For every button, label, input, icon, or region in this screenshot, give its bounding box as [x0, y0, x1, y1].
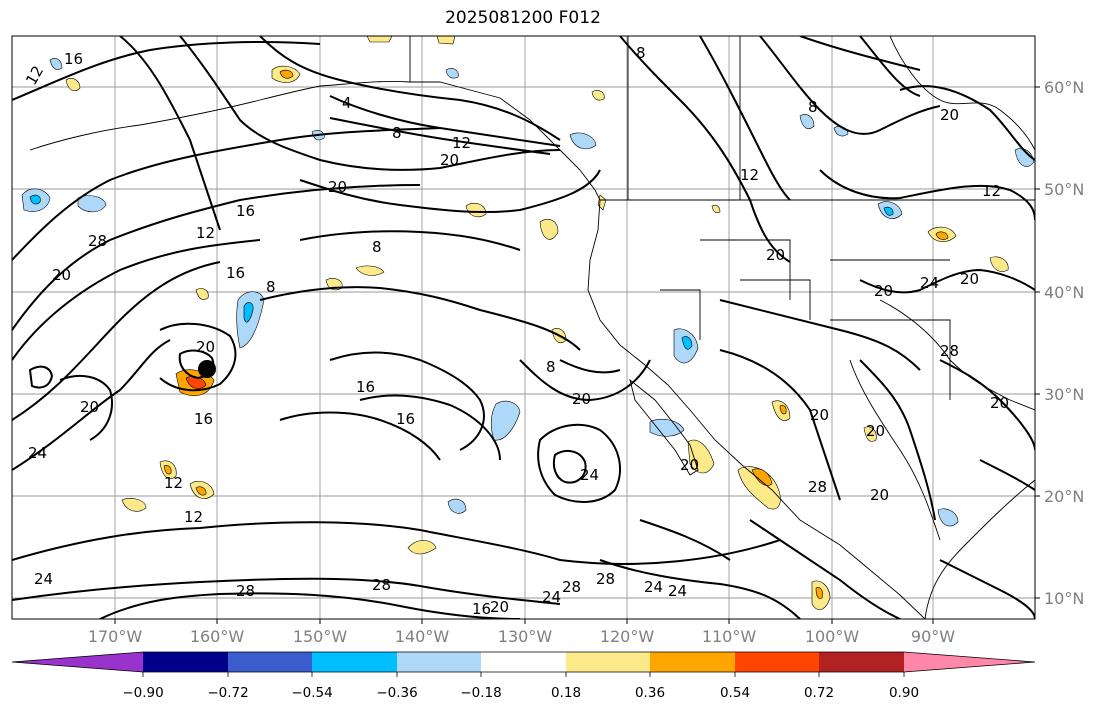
contour-label: 12 — [184, 508, 203, 526]
lat-label: 60°N — [1044, 78, 1084, 97]
contour-label: 20 — [960, 270, 979, 288]
contour-label: 28 — [236, 582, 255, 600]
lon-label: 90°W — [911, 627, 955, 646]
contour-label: 16 — [64, 50, 83, 68]
contour-label: 12 — [982, 182, 1001, 200]
axis-ticks — [114, 86, 1040, 624]
lat-label: 10°N — [1044, 589, 1084, 608]
contour-label: 24 — [668, 582, 687, 600]
contour-label: 12 — [452, 134, 471, 152]
colorbar-bin — [735, 652, 819, 672]
shaded-anomaly-patches — [21, 36, 1035, 610]
lat-label: 20°N — [1044, 487, 1084, 506]
contour-label: 20 — [990, 394, 1009, 412]
colorbar-bin — [481, 652, 566, 672]
contour-label: 16 — [226, 264, 245, 282]
contour-label: 12 — [196, 224, 215, 242]
lon-label: 150°W — [293, 627, 348, 646]
contour-label: 8 — [546, 358, 556, 376]
contour-label: 24 — [542, 588, 561, 606]
contour-label: 24 — [28, 444, 47, 462]
contour-label: 24 — [920, 274, 939, 292]
contour-label: 20 — [940, 106, 959, 124]
colorbar-bin — [228, 652, 312, 672]
contour-label: 20 — [866, 422, 885, 440]
colorbar-tick-label: −0.36 — [376, 685, 417, 701]
contour-label: 16 — [356, 378, 375, 396]
contour-label: 24 — [34, 570, 53, 588]
colorbar-tick-label: 0.72 — [804, 685, 834, 701]
colorbar-bin — [650, 652, 735, 672]
contour-label: 8 — [808, 98, 818, 116]
colorbar-tick-label: −0.90 — [122, 685, 163, 701]
contour-label: 16 — [396, 410, 415, 428]
contour-label: 16 — [472, 600, 491, 618]
contour-label: 20 — [490, 598, 509, 616]
colorbar-tick-label: −0.18 — [460, 685, 501, 701]
lon-label: 160°W — [190, 627, 245, 646]
contour-label: 28 — [596, 570, 615, 588]
map-title: 2025081200 F012 — [445, 8, 601, 28]
colorbar-tick-label: 0.36 — [635, 685, 665, 701]
contour-label: 20 — [52, 266, 71, 284]
lon-label: 100°W — [805, 627, 860, 646]
colorbar-bin — [312, 652, 397, 672]
colorbar-tick-label: 0.54 — [720, 685, 750, 701]
lon-label: 140°W — [395, 627, 450, 646]
lon-label: 110°W — [702, 627, 757, 646]
contour-label: 20 — [328, 178, 347, 196]
contour-label: 20 — [810, 406, 829, 424]
contour-label: 28 — [372, 576, 391, 594]
lat-label: 40°N — [1044, 283, 1084, 302]
colorbar-bin — [397, 652, 481, 672]
lon-label: 130°W — [498, 627, 553, 646]
map-border — [11, 35, 1036, 620]
latitude-labels: 60°N 50°N 40°N 30°N 20°N 10°N — [1044, 78, 1084, 608]
contour-label: 20 — [766, 246, 785, 264]
contour-label: 20 — [440, 151, 459, 169]
contour-label: 28 — [808, 478, 827, 496]
contour-label: 20 — [870, 486, 889, 504]
contour-label: 20 — [874, 282, 893, 300]
contour-label: 28 — [562, 578, 581, 596]
colorbar: −0.90 −0.72 −0.54 −0.36 −0.18 0.18 0.36 … — [11, 651, 1036, 701]
geographic-boundaries — [29, 36, 1035, 619]
contour-label: 24 — [580, 466, 599, 484]
contour-label: 8 — [372, 238, 382, 256]
contour-label: 20 — [196, 338, 215, 356]
lon-label: 120°W — [600, 627, 655, 646]
contour-label: 16 — [194, 410, 213, 428]
contour-label: 20 — [680, 456, 699, 474]
colorbar-extend-high — [904, 652, 1035, 672]
lon-label: 170°W — [88, 627, 143, 646]
colorbar-tick-label: 0.90 — [889, 685, 919, 701]
lat-label: 50°N — [1044, 180, 1084, 199]
colorbar-bin — [143, 652, 228, 672]
contour-label: 20 — [572, 390, 591, 408]
colorbar-tick-label: −0.54 — [291, 685, 332, 701]
colorbar-extend-low — [12, 652, 143, 672]
lat-label: 30°N — [1044, 385, 1084, 404]
colorbar-bin — [566, 652, 650, 672]
contour-label: 8 — [636, 44, 646, 62]
colorbar-bin — [819, 652, 904, 672]
contour-label: 28 — [940, 342, 959, 360]
graticule — [12, 36, 1035, 619]
colorbar-tick-label: −0.72 — [207, 685, 248, 701]
contour-label: 12 — [164, 474, 183, 492]
contour-label: 4 — [342, 94, 352, 112]
contour-label: 12 — [740, 166, 759, 184]
contour-label: 24 — [644, 578, 663, 596]
contour-label: 20 — [80, 398, 99, 416]
contour-label: 28 — [88, 232, 107, 250]
contour-label: 8 — [392, 124, 402, 142]
contour-lines — [12, 36, 1035, 619]
longitude-labels: 170°W 160°W 150°W 140°W 130°W 120°W 110°… — [88, 627, 955, 646]
colorbar-tick-label: 0.18 — [551, 685, 581, 701]
contour-label: 8 — [266, 278, 276, 296]
contour-label: 16 — [236, 202, 255, 220]
storm-position-marker — [198, 360, 216, 378]
